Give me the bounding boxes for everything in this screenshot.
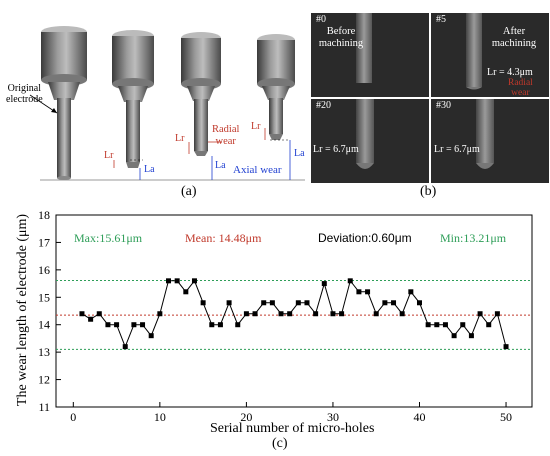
electrode-original — [41, 26, 87, 180]
data-point — [131, 322, 137, 328]
data-point — [140, 322, 146, 328]
data-point — [356, 289, 362, 295]
x-tick-label: 50 — [500, 410, 512, 424]
data-point — [148, 333, 154, 339]
y-tick-label: 18 — [38, 208, 50, 222]
data-point — [226, 300, 232, 306]
data-point — [416, 300, 422, 306]
plot-frame — [55, 214, 533, 408]
x-tick-label: 30 — [327, 410, 339, 424]
data-point — [468, 333, 474, 339]
data-point — [373, 311, 379, 317]
data-point — [96, 311, 102, 317]
data-point — [365, 289, 371, 295]
data-point — [200, 300, 206, 306]
y-tick-label: 14 — [38, 318, 50, 332]
data-point — [425, 322, 431, 328]
data-point — [442, 322, 448, 328]
electrode-2 — [112, 30, 154, 168]
data-point — [408, 289, 414, 295]
panel-a — [29, 26, 305, 181]
sem-cell-0 — [311, 13, 429, 97]
data-point — [79, 311, 85, 317]
x-tick-label: 40 — [413, 410, 425, 424]
electrode-4 — [257, 34, 295, 140]
data-point — [183, 289, 189, 295]
data-point — [252, 311, 258, 317]
sem-cell-5 — [431, 13, 549, 97]
wear-length-chart: 11 12 13 14 15 16 17 18 0 10 20 30 40 50 — [38, 208, 533, 424]
data-point — [114, 322, 120, 328]
y-tick-label: 11 — [38, 400, 50, 414]
data-point — [235, 322, 241, 328]
data-point — [330, 311, 336, 317]
data-point — [486, 322, 492, 328]
data-point — [494, 311, 500, 317]
data-point — [157, 311, 163, 317]
data-point — [243, 311, 249, 317]
data-point — [217, 322, 223, 328]
data-point — [122, 344, 128, 350]
data-point — [503, 344, 509, 350]
data-point — [451, 333, 457, 339]
data-point — [105, 322, 111, 328]
data-point — [321, 281, 327, 287]
y-tick-label: 15 — [38, 290, 50, 304]
y-tick-label: 12 — [38, 373, 50, 387]
data-point — [477, 311, 483, 317]
data-point — [304, 300, 310, 306]
x-tick-label: 10 — [154, 410, 166, 424]
data-point — [434, 322, 440, 328]
data-point — [209, 322, 215, 328]
data-point — [399, 311, 405, 317]
data-point — [287, 311, 293, 317]
data-point — [174, 278, 180, 284]
data-point — [460, 322, 466, 328]
y-tick-label: 17 — [38, 235, 50, 249]
data-point — [339, 311, 345, 317]
x-tick-label: 20 — [240, 410, 252, 424]
data-point — [391, 300, 397, 306]
data-point — [295, 300, 301, 306]
data-point — [261, 300, 267, 306]
series-line — [81, 279, 507, 349]
panel-b — [311, 13, 549, 183]
data-point — [382, 300, 388, 306]
data-point — [278, 311, 284, 317]
sem-cell-30 — [431, 99, 549, 183]
data-point — [347, 278, 353, 284]
data-point — [166, 278, 172, 284]
data-point — [88, 316, 94, 322]
data-point — [269, 300, 275, 306]
sem-cell-20 — [311, 99, 429, 183]
electrode-3 — [181, 32, 221, 156]
data-point — [313, 311, 319, 317]
data-point — [191, 278, 197, 284]
y-tick-label: 13 — [38, 345, 50, 359]
x-tick-label: 0 — [70, 410, 76, 424]
annotations-a — [29, 94, 291, 180]
y-tick-label: 16 — [38, 263, 50, 277]
